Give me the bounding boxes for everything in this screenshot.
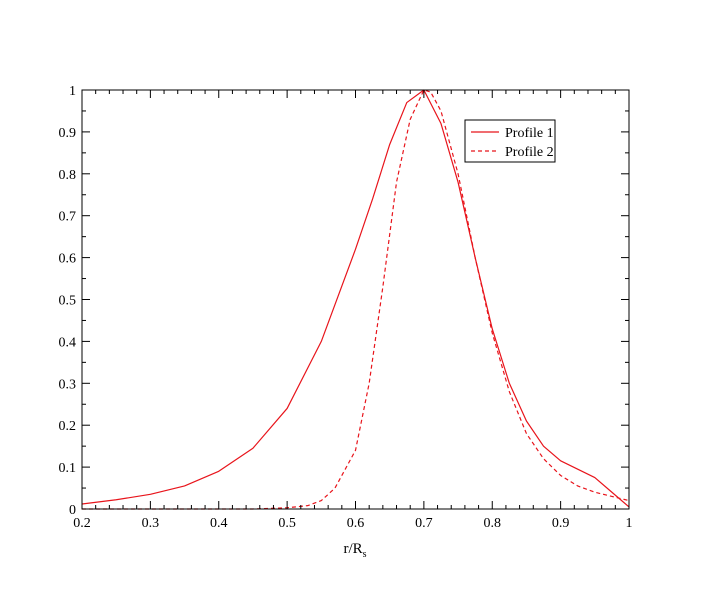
x-axis-label-subscript: s: [363, 549, 367, 560]
x-tick-label: 0.3: [142, 516, 160, 531]
y-tick-label: 0.8: [59, 168, 77, 183]
legend-label-2: Profile 2: [505, 145, 554, 160]
x-tick-label: 0.9: [552, 516, 570, 531]
x-tick-label: 0.5: [278, 516, 296, 531]
x-tick-label: 0.6: [347, 516, 365, 531]
legend: Profile 1 Profile 2: [464, 119, 556, 163]
x-tick-label: 0.4: [210, 516, 228, 531]
y-tick-label: 0: [69, 503, 76, 518]
y-tick-label: 0.2: [59, 419, 77, 434]
x-tick-label: 0.8: [484, 516, 502, 531]
y-tick-label: 0.6: [59, 252, 77, 267]
x-tick-label: 0.2: [73, 516, 91, 531]
x-tick-label: 1: [626, 516, 633, 531]
y-tick-label: 0.9: [59, 126, 77, 141]
y-tick-label: 0.7: [59, 210, 77, 225]
series-line-2: [82, 89, 629, 510]
y-tick-label: 0.4: [59, 335, 77, 350]
y-tick-label: 0.5: [59, 294, 77, 309]
x-axis-label: r/Rs: [343, 541, 366, 560]
legend-label-1: Profile 1: [505, 126, 554, 141]
x-axis-label-main: r/R: [343, 541, 362, 557]
legend-box: [464, 119, 556, 163]
y-tick-label: 1: [69, 84, 76, 99]
y-tick-label: 0.1: [59, 461, 77, 476]
x-tick-label: 0.7: [415, 516, 433, 531]
axes: 0.2 0.3 0.4 0.5 0.6 0.7 0.8 0.9 1 0 0.1 0.2 0.3 0.4 0.…: [59, 84, 633, 531]
y-tick-label: 0.3: [59, 377, 77, 392]
